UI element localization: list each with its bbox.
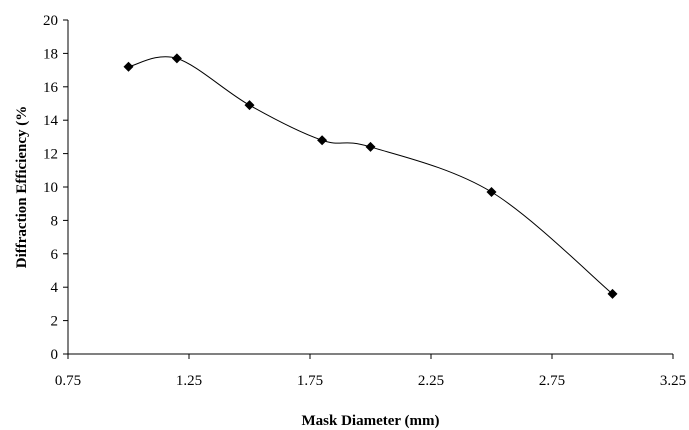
series-line: [128, 56, 613, 295]
data-point-marker: [486, 187, 497, 198]
x-tick-label: 1.75: [297, 373, 323, 389]
y-tick-label: 12: [43, 147, 58, 163]
x-tick-label: 1.25: [176, 373, 202, 389]
x-tick-label: 2.25: [418, 373, 444, 389]
y-axis-title: Diffraction Efficiency (%: [14, 106, 30, 268]
y-tick-label: 0: [51, 347, 59, 363]
x-tick-label: 3.25: [660, 373, 686, 389]
x-axis-title: Mask Diameter (mm): [301, 413, 439, 429]
y-tick-label: 6: [51, 247, 59, 263]
x-tick-label: 2.75: [539, 373, 565, 389]
data-point-marker: [317, 135, 328, 146]
y-tick-label: 10: [43, 180, 58, 196]
y-tick-label: 20: [43, 13, 58, 29]
y-tick-label: 18: [43, 46, 58, 62]
data-point-marker: [244, 100, 255, 111]
axes: [67, 20, 673, 355]
y-axis-ticks: 0 2 4 6 8 10 12 14 16 18 20: [43, 13, 68, 363]
y-tick-label: 14: [43, 113, 59, 129]
series-markers: [123, 53, 618, 299]
data-point-marker: [123, 61, 134, 72]
data-point-marker: [365, 141, 376, 152]
y-tick-label: 8: [51, 213, 59, 229]
data-point-marker: [171, 53, 182, 64]
x-tick-label: 0.75: [55, 373, 81, 389]
y-tick-label: 4: [51, 280, 59, 296]
y-tick-label: 16: [43, 80, 59, 96]
data-point-marker: [607, 288, 618, 299]
x-axis-ticks: 0.75 1.25 1.75 2.25 2.75 3.25: [55, 354, 686, 389]
y-tick-label: 2: [51, 314, 59, 330]
